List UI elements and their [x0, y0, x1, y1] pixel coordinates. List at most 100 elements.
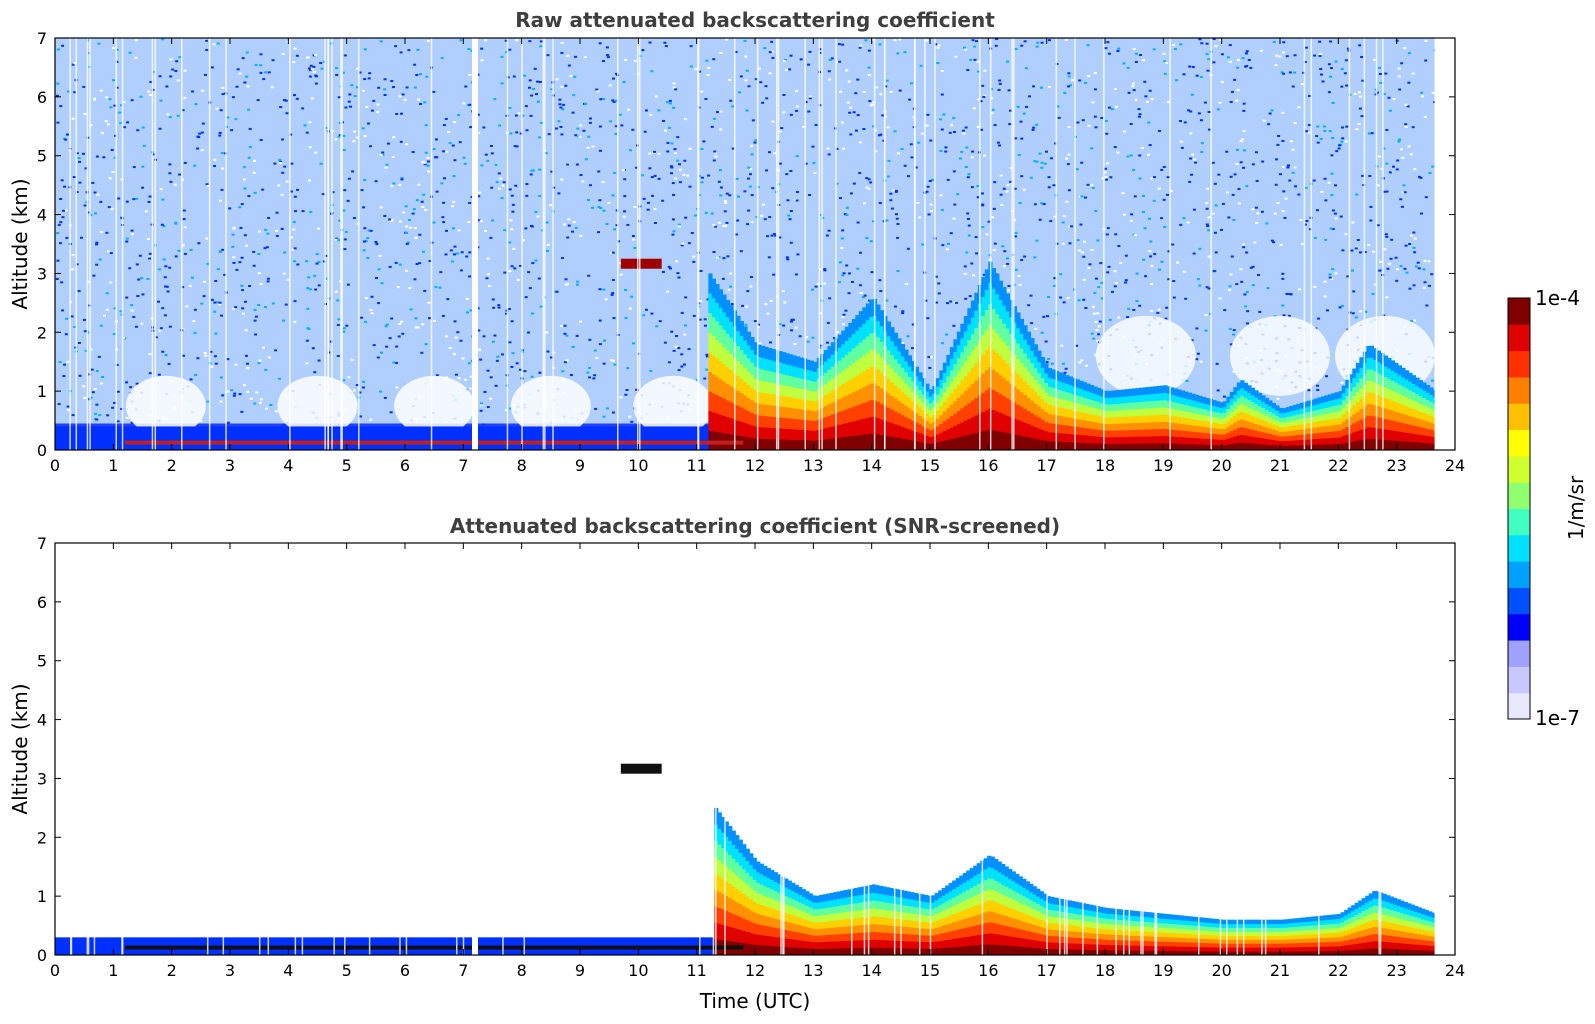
noise-speckle — [688, 147, 692, 150]
cloud-cell — [893, 332, 899, 347]
cloud-cell — [1110, 403, 1116, 411]
cloud-cell — [792, 355, 797, 367]
noise-speckle — [352, 389, 356, 392]
cloud-cell — [1124, 409, 1130, 417]
cloud-cell — [886, 350, 892, 365]
noise-speckle — [1065, 157, 1069, 160]
cloud-cell — [907, 407, 913, 419]
cloud-cell — [1026, 384, 1032, 398]
noise-speckle — [1422, 286, 1426, 289]
cloud-cell — [1012, 434, 1018, 450]
cloud-cell — [708, 332, 713, 353]
noise-speckle — [242, 384, 246, 387]
noise-speckle — [293, 300, 297, 303]
noise-speckle — [1367, 132, 1371, 135]
cloud-cell — [1058, 380, 1063, 391]
cloud-cell — [1345, 379, 1350, 389]
noise-speckle — [574, 226, 578, 229]
noise-speckle — [1228, 60, 1232, 63]
cloud-cell — [1397, 393, 1403, 404]
cloud-cell — [1124, 395, 1130, 404]
noise-speckle — [1293, 54, 1297, 57]
noise-speckle — [1245, 185, 1249, 188]
noise-speckle — [136, 129, 140, 132]
noise-speckle — [525, 129, 529, 132]
noise-speckle — [919, 64, 923, 67]
noise-speckle — [1046, 315, 1050, 318]
noise-speckle — [1179, 120, 1183, 123]
cloud-cell — [1285, 445, 1291, 450]
cloud-cell — [1359, 419, 1364, 430]
cloud-cell — [1306, 428, 1312, 435]
noise-speckle — [579, 124, 583, 127]
cloud-cell — [907, 365, 913, 377]
noise-speckle — [319, 162, 323, 165]
noise-speckle — [1284, 197, 1288, 200]
cloud-cell — [1082, 382, 1088, 391]
cloud-cell — [869, 316, 874, 334]
noise-speckle — [1413, 319, 1417, 322]
noise-speckle — [1413, 237, 1417, 240]
cloud-cell — [1177, 389, 1182, 397]
noise-speckle — [98, 414, 102, 417]
noise-speckle — [676, 136, 680, 139]
noise-speckle — [1313, 285, 1317, 288]
noise-speckle — [1227, 216, 1231, 219]
cloud-cell — [1142, 415, 1147, 423]
cloud-cell — [722, 398, 727, 416]
noise-speckle — [441, 314, 445, 317]
cloud-cell — [757, 438, 762, 450]
noise-speckle — [1199, 360, 1203, 363]
noise-speckle — [395, 113, 399, 116]
cloud-cell — [1397, 421, 1403, 432]
cloud-cell — [743, 436, 748, 450]
noise-speckle — [678, 163, 682, 166]
noise-speckle — [602, 339, 606, 342]
noise-speckle — [443, 177, 447, 180]
noise-speckle — [219, 376, 223, 379]
cloud-cell — [739, 378, 745, 394]
noise-speckle — [1104, 119, 1108, 122]
cloud-cell — [718, 342, 724, 362]
cloud-cell — [1170, 401, 1175, 409]
noise-speckle — [105, 292, 109, 295]
noise-speckle — [342, 379, 346, 382]
noise-speckle — [592, 377, 596, 380]
noise-speckle — [1333, 212, 1337, 215]
cloud-cell — [1061, 424, 1067, 434]
noise-speckle — [200, 131, 204, 134]
noise-speckle — [319, 62, 323, 65]
cloud-cell — [1170, 394, 1175, 402]
cloud-cell — [925, 413, 930, 421]
cloud-cell — [1194, 443, 1200, 450]
noise-speckle — [531, 169, 535, 172]
noise-speckle — [1138, 304, 1142, 307]
noise-speckle — [1147, 153, 1151, 156]
cloud-cell — [921, 393, 927, 403]
cloud-cell — [767, 438, 773, 450]
cloud-cell — [1187, 392, 1193, 400]
noise-speckle — [498, 187, 502, 190]
noise-speckle — [593, 349, 597, 352]
cloud-cell — [1254, 436, 1259, 444]
noise-speckle — [727, 288, 731, 291]
noise-speckle — [247, 108, 251, 111]
cloud-cell — [911, 430, 916, 441]
cloud-cell — [1166, 414, 1172, 423]
noise-speckle — [1080, 195, 1084, 198]
noise-speckle — [510, 194, 514, 197]
noise-speckle — [1081, 251, 1085, 254]
cloud-cell — [942, 420, 948, 432]
noise-speckle — [1035, 123, 1039, 126]
noise-speckle — [1385, 162, 1389, 165]
cloud-cell — [935, 434, 941, 443]
cloud-cell — [876, 369, 881, 386]
noise-speckle — [1006, 289, 1010, 292]
noise-speckle — [1249, 266, 1253, 269]
cloud-cell — [1075, 387, 1081, 396]
cloud-cell — [1369, 403, 1375, 416]
noise-speckle — [841, 43, 845, 46]
cloud-cell — [998, 299, 1004, 319]
noise-speckle — [1122, 130, 1126, 133]
cloud-cell — [1142, 443, 1147, 450]
